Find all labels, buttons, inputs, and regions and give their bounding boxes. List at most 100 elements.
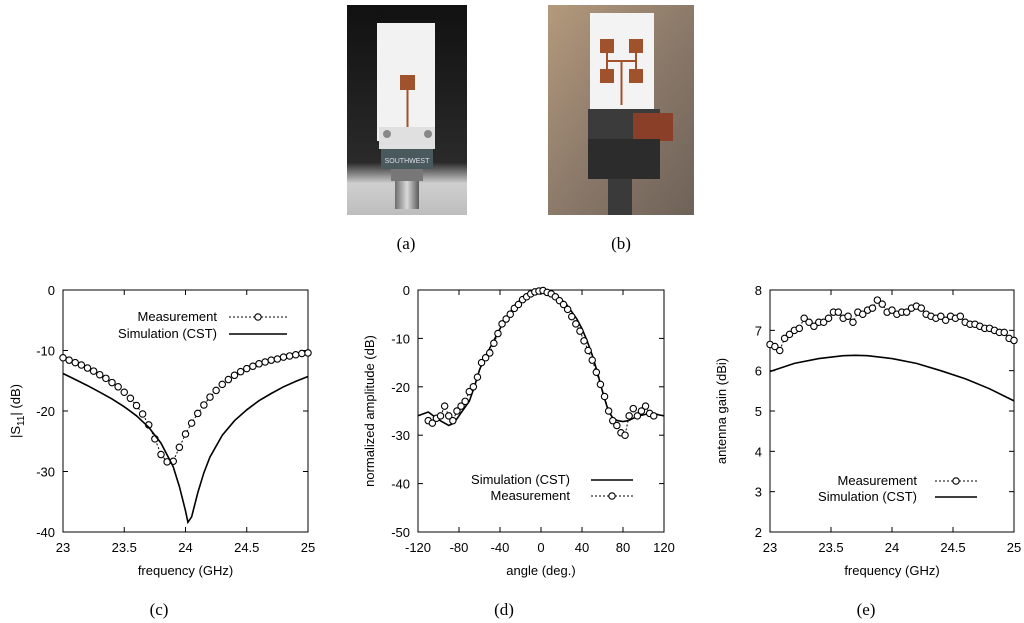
data-point bbox=[625, 412, 633, 420]
data-point bbox=[71, 358, 80, 367]
x-tick-label: -120 bbox=[405, 540, 431, 555]
data-point bbox=[858, 310, 867, 318]
x-tick-label: 25 bbox=[301, 540, 315, 555]
data-point bbox=[59, 354, 67, 362]
y-tick-label: -40 bbox=[36, 525, 55, 540]
data-point bbox=[481, 354, 490, 362]
data-point bbox=[108, 378, 116, 387]
y-tick-label: 0 bbox=[48, 283, 55, 298]
y-tick-label: -30 bbox=[391, 428, 410, 443]
data-point bbox=[878, 300, 886, 308]
data-point bbox=[114, 383, 122, 391]
data-point bbox=[776, 346, 784, 355]
legend-marker bbox=[952, 477, 960, 485]
data-point bbox=[304, 349, 312, 357]
y-tick-label: 4 bbox=[755, 444, 762, 459]
data-point bbox=[77, 361, 86, 369]
x-tick-label: 23 bbox=[56, 540, 70, 555]
data-point bbox=[795, 324, 804, 333]
y-tick-label: 2 bbox=[755, 525, 762, 540]
caption-b: (b) bbox=[611, 234, 631, 253]
data-point bbox=[200, 401, 208, 409]
data-point bbox=[604, 407, 613, 415]
data-point bbox=[157, 450, 165, 459]
caption-e: (e) bbox=[856, 600, 876, 619]
data-point bbox=[469, 383, 478, 391]
y-tick-label: -20 bbox=[391, 380, 410, 395]
data-point bbox=[584, 346, 592, 355]
series-line-simulation bbox=[769, 354, 1015, 402]
data-point bbox=[649, 412, 658, 420]
data-point bbox=[96, 370, 104, 379]
x-axis-label: frequency (GHz) bbox=[138, 563, 233, 578]
data-point bbox=[771, 342, 779, 351]
data-point bbox=[120, 388, 129, 396]
data-point bbox=[633, 412, 642, 420]
legend-label: Measurement bbox=[838, 473, 918, 488]
chart-1: 23 23.5 24 24.5 25 -40 -30 -20 -10 0 frequency (GH… bbox=[8, 283, 315, 578]
data-point bbox=[273, 355, 282, 363]
data-point bbox=[224, 375, 233, 384]
data-point bbox=[465, 387, 473, 396]
data-point bbox=[506, 310, 514, 318]
data-point bbox=[834, 308, 843, 316]
data-point bbox=[436, 412, 445, 420]
x-tick-label: 23 bbox=[763, 540, 777, 555]
legend-label: Simulation (CST) bbox=[818, 489, 917, 504]
legend-marker bbox=[254, 313, 262, 321]
data-point bbox=[1010, 336, 1018, 345]
legend-label: Simulation (CST) bbox=[471, 472, 570, 487]
data-point bbox=[902, 308, 911, 316]
data-point bbox=[291, 350, 300, 359]
data-point bbox=[613, 421, 621, 430]
data-point bbox=[937, 312, 945, 320]
y-tick-label: 5 bbox=[755, 404, 762, 419]
data-point bbox=[819, 318, 828, 327]
data-point bbox=[810, 322, 818, 331]
data-point bbox=[279, 353, 288, 361]
legend-label: Simulation (CST) bbox=[118, 326, 217, 341]
data-point bbox=[138, 410, 147, 418]
data-point bbox=[298, 349, 306, 358]
data-point bbox=[849, 318, 857, 327]
data-point bbox=[218, 380, 227, 389]
caption-c: (c) bbox=[149, 600, 169, 619]
data-point bbox=[457, 402, 465, 410]
data-point bbox=[596, 380, 605, 389]
x-axis-label: frequency (GHz) bbox=[844, 563, 939, 578]
y-tick-label: -20 bbox=[36, 404, 55, 419]
x-tick-label: -40 bbox=[491, 540, 510, 555]
data-point bbox=[621, 431, 629, 439]
data-point bbox=[567, 312, 576, 321]
data-point bbox=[888, 306, 896, 314]
data-point bbox=[637, 407, 646, 415]
data-point bbox=[261, 358, 269, 366]
x-tick-label: 40 bbox=[575, 540, 589, 555]
data-point bbox=[187, 419, 196, 427]
x-tick-label: 120 bbox=[653, 540, 675, 555]
data-point bbox=[236, 367, 245, 376]
y-tick-label: -50 bbox=[391, 525, 410, 540]
x-tick-label: 24.5 bbox=[234, 540, 259, 555]
y-axis-label: |S11| (dB) bbox=[8, 384, 27, 438]
y-axis-label: normalized amplitude (dB) bbox=[362, 335, 377, 487]
legend-label: Measurement bbox=[491, 488, 571, 503]
data-point bbox=[285, 352, 294, 360]
data-point bbox=[941, 316, 950, 324]
data-point bbox=[255, 360, 263, 368]
data-point bbox=[102, 374, 110, 383]
x-tick-label: 24 bbox=[885, 540, 899, 555]
data-point bbox=[65, 356, 73, 364]
y-tick-label: 8 bbox=[755, 283, 762, 298]
legend-marker bbox=[608, 492, 616, 500]
data-point bbox=[844, 312, 852, 320]
data-point bbox=[873, 296, 882, 304]
x-tick-label: 23.5 bbox=[112, 540, 137, 555]
series-line-simulation bbox=[62, 372, 309, 525]
data-point bbox=[212, 386, 220, 395]
data-point bbox=[580, 337, 588, 345]
data-point bbox=[917, 304, 926, 312]
connector-label: SOUTHWEST bbox=[385, 158, 430, 165]
data-point bbox=[473, 373, 482, 381]
data-point bbox=[449, 416, 457, 425]
